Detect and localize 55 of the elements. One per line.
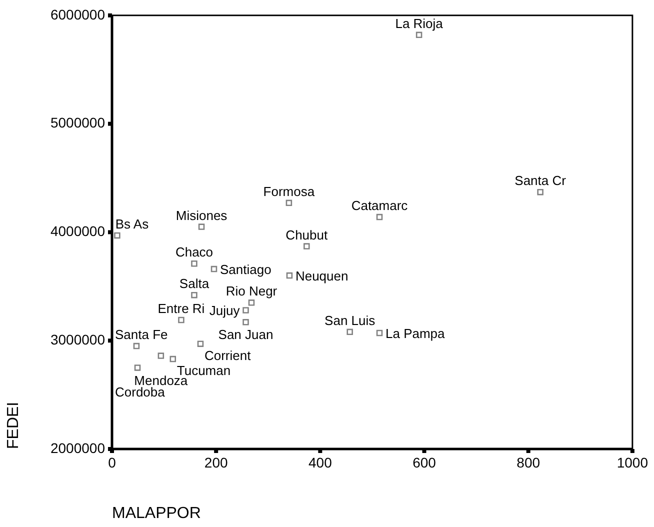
point (133, 342, 140, 350)
x-tick-label: 800 (516, 454, 540, 470)
annotation: Entre Ri (158, 301, 205, 316)
annotation: San Juan (218, 327, 274, 342)
annotation: Chaco (175, 244, 214, 260)
y-tick-label: 3000000 (50, 331, 106, 348)
x-tick-label: 600 (412, 454, 436, 470)
annotation: Santa Fe (114, 327, 168, 342)
y-tick-label: 4000000 (50, 223, 106, 240)
annotation: Cordoba (114, 384, 166, 400)
point (191, 260, 198, 267)
point (286, 200, 292, 206)
annotation: Chubut (286, 227, 328, 242)
x-tick-label: 1000 (616, 454, 648, 470)
x-tick-label: 400 (308, 454, 332, 470)
annotation: Santa Cr (514, 173, 567, 188)
point (537, 188, 544, 196)
annotation: San Luis (324, 312, 376, 328)
annotation: Bs As (115, 216, 150, 232)
annotation: La Pampa (386, 326, 446, 342)
x-tick-label: 0 (108, 454, 116, 470)
point (210, 266, 218, 272)
point (242, 307, 249, 314)
point (286, 272, 293, 279)
y-tick-label: 5000000 (50, 114, 106, 131)
point (158, 352, 164, 359)
point (178, 316, 184, 324)
point (114, 232, 120, 239)
point (346, 328, 353, 336)
point (198, 224, 205, 230)
x-axis-title: MALAPPOR (112, 504, 201, 522)
annotation: Catamarc (351, 198, 408, 214)
point (304, 243, 310, 250)
point (197, 340, 204, 347)
point (134, 364, 141, 371)
annotation: Misiones (176, 208, 228, 223)
point (248, 300, 255, 306)
point (376, 214, 383, 220)
annotation: Jujuy (209, 303, 240, 318)
point (170, 356, 176, 362)
annotation: Salta (179, 276, 210, 292)
point (416, 32, 422, 38)
x-tick-label: 200 (204, 454, 228, 470)
annotation: Rio Negr (226, 284, 278, 299)
point (242, 319, 249, 326)
point (191, 292, 198, 298)
y-tick-label: 2000000 (50, 440, 106, 456)
y-tick-label: 6000000 (50, 6, 106, 22)
point (376, 330, 383, 336)
annotation: La Rioja (395, 16, 444, 31)
annotation: Santiago (220, 262, 272, 278)
annotation: Neuquen (295, 268, 348, 284)
annotation: Formosa (263, 184, 316, 199)
annotation: Corrient (204, 348, 252, 363)
y-axis-title: FEDEI (5, 402, 22, 449)
